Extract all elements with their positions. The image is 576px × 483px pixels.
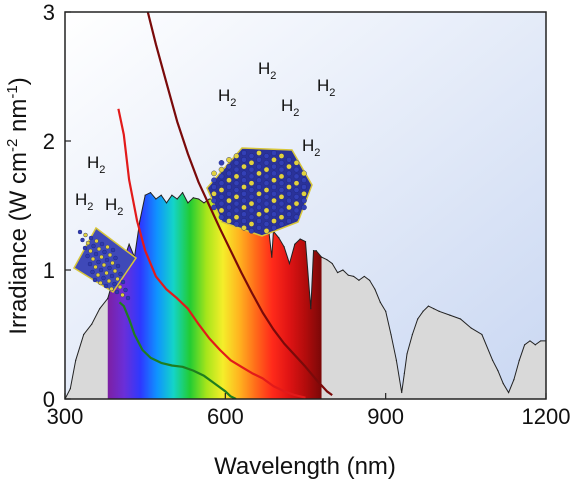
solar-spectrum-point — [144, 194, 146, 196]
x-tick-label: 300 — [47, 404, 84, 429]
solar-spectrum-point — [320, 256, 323, 258]
solar-spectrum-point — [540, 340, 542, 342]
solar-spectrum-point — [187, 202, 189, 204]
solar-spectrum-point — [379, 301, 381, 303]
solar-spectrum-point — [165, 202, 168, 204]
solar-spectrum-point — [449, 314, 451, 316]
h2-annotation: H2 — [258, 59, 276, 82]
solar-spectrum-point — [502, 382, 504, 385]
solar-spectrum-point — [283, 246, 285, 248]
solar-spectrum-point — [203, 202, 205, 204]
solar-spectrum-point — [155, 198, 157, 200]
solar-spectrum-point — [288, 262, 291, 265]
large-nanocrystal-illustration — [206, 147, 313, 237]
solar-spectrum-point — [403, 372, 405, 374]
h2-annotation: H2 — [281, 96, 299, 119]
solar-spectrum-point — [171, 194, 173, 196]
solar-spectrum-point — [336, 271, 339, 274]
solar-spectrum-point — [91, 323, 93, 325]
solar-spectrum-point — [271, 256, 273, 258]
solar-spectrum-point — [331, 262, 333, 265]
solar-spectrum-point — [411, 333, 413, 336]
solar-spectrum-point — [304, 241, 307, 243]
solar-spectrum-point — [534, 344, 536, 346]
solar-spectrum-point — [395, 359, 397, 361]
solar-spectrum-point — [459, 318, 462, 320]
solar-spectrum-point — [69, 388, 71, 390]
solar-spectrum-point — [513, 379, 515, 381]
h2-annotation: H2 — [317, 76, 335, 99]
absorption-curve-3 — [118, 301, 237, 399]
plot-frame — [64, 11, 547, 400]
solar-spectrum-point — [507, 391, 510, 394]
solar-spectrum-point — [181, 192, 184, 194]
solar-spectrum-point — [208, 198, 210, 200]
h2-annotation: H2 — [302, 136, 320, 159]
solar-spectrum-point — [358, 279, 360, 281]
solar-spectrum-point — [107, 297, 109, 299]
small-nanocrystal-illustration — [72, 226, 138, 301]
solar-spectrum-point — [363, 275, 365, 278]
solar-spectrum-point — [315, 250, 317, 252]
solar-spectrum-line — [65, 191, 546, 399]
solar-spectrum-point — [369, 279, 371, 281]
x-tick-label: 1200 — [522, 404, 571, 429]
y-tick-label: 2 — [43, 129, 55, 154]
solar-spectrum-point — [83, 333, 85, 336]
solar-spectrum-point — [75, 359, 77, 361]
solar-spectrum-point — [192, 197, 194, 199]
h2-annotation: H2 — [105, 195, 123, 218]
y-axis-title: Irradiance (W cm-2 nm-1) — [4, 77, 32, 334]
x-axis-title: Wavelength (nm) — [214, 453, 396, 480]
solar-spectrum-point — [417, 318, 419, 320]
solar-spectrum-point — [390, 333, 392, 336]
x-tick-label: 600 — [207, 404, 244, 429]
y-tick-label: 0 — [43, 387, 55, 412]
solar-spectrum-point — [278, 237, 280, 239]
solar-spectrum-point — [342, 269, 344, 271]
solar-spectrum-point — [128, 243, 130, 245]
solar-spectrum-point — [374, 288, 376, 290]
solar-spectrum-point — [198, 198, 200, 200]
h2-annotation: H2 — [87, 153, 105, 176]
solar-spectrum-point — [149, 192, 152, 194]
solar-spectrum-point — [353, 275, 355, 278]
solar-spectrum-point — [491, 359, 494, 361]
solar-spectrum-point — [401, 391, 403, 394]
solar-spectrum-point — [347, 274, 349, 276]
solar-spectrum-point — [326, 259, 328, 261]
y-tick-label: 3 — [43, 0, 55, 25]
solar-spectrum-point — [438, 310, 440, 312]
solar-spectrum-point — [294, 243, 296, 245]
solar-spectrum-point — [99, 308, 101, 310]
solar-spectrum-point — [299, 238, 301, 240]
solar-spectrum-point — [481, 333, 483, 336]
solar-spectrum-point — [385, 310, 387, 312]
solar-spectrum-point — [312, 250, 315, 252]
solar-spectrum-point — [518, 359, 520, 361]
solar-spectrum-point — [470, 327, 472, 329]
h2-annotation: H2 — [218, 86, 236, 109]
y-tick-label: 1 — [43, 258, 55, 283]
solar-spectrum-point — [529, 340, 531, 342]
solar-spectrum-point — [497, 370, 499, 372]
solar-spectrum-point — [139, 220, 141, 222]
solar-spectrum-point — [176, 198, 178, 200]
solar-spectrum-point — [422, 310, 424, 312]
solar-spectrum-point — [160, 194, 162, 196]
solar-spectrum-point — [524, 344, 526, 346]
absorption-curve-2 — [117, 108, 306, 399]
h2-annotation: H2 — [75, 190, 93, 213]
x-tick-label: 900 — [367, 404, 404, 429]
solar-spectrum-point — [406, 353, 408, 355]
absorption-curve-1 — [146, 12, 333, 396]
solar-spectrum-point — [433, 308, 435, 310]
solar-spectrum-point — [427, 305, 430, 307]
solar-spectrum-point — [310, 308, 312, 310]
